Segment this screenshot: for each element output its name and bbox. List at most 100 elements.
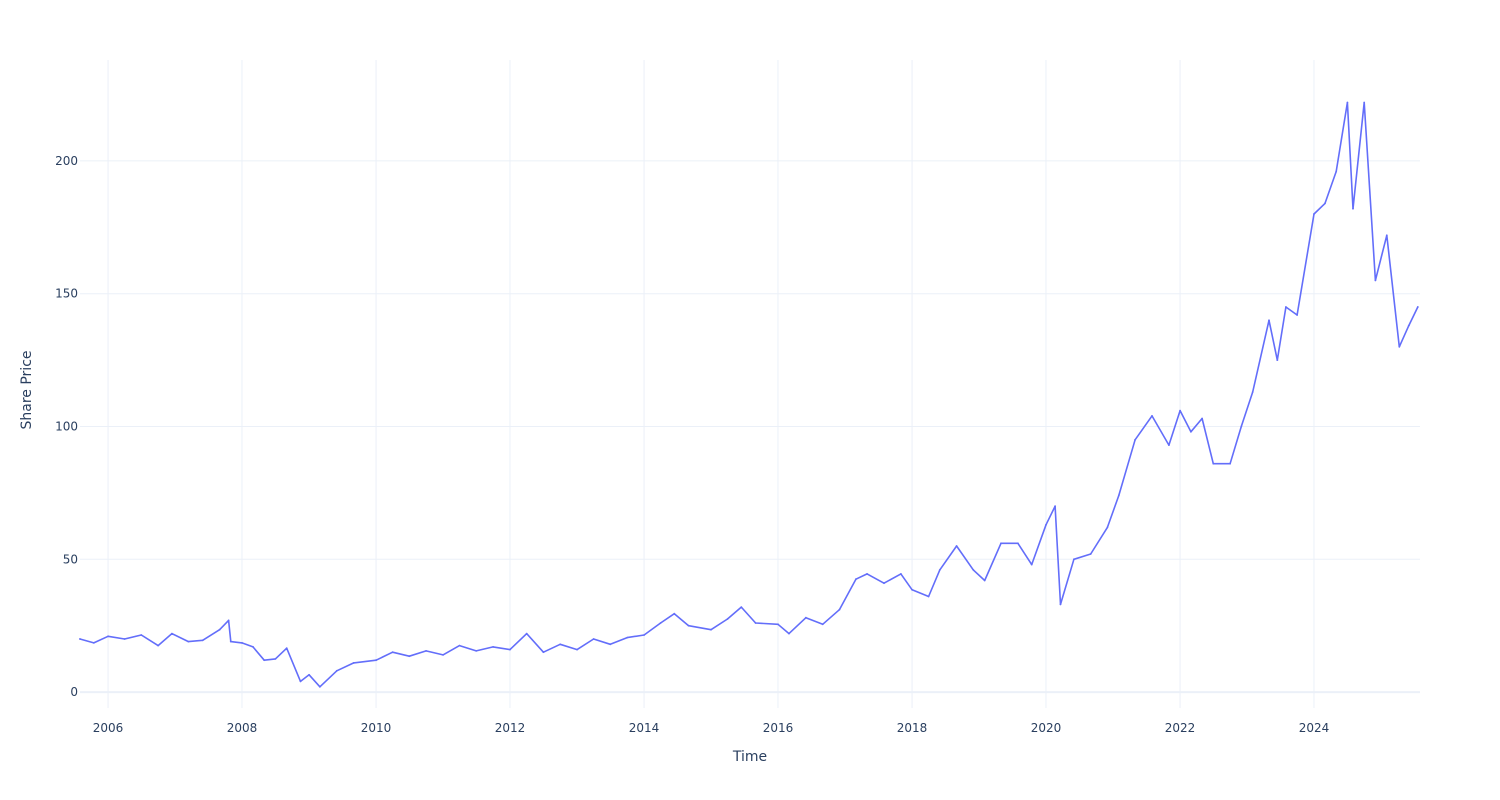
data-point <box>838 608 841 611</box>
data-point <box>157 644 160 647</box>
series-layer <box>79 101 1419 688</box>
data-point <box>319 685 321 688</box>
data-point <box>1335 170 1338 173</box>
data-point <box>201 639 204 642</box>
data-point <box>263 659 266 662</box>
x-tick-label: 2012 <box>495 721 526 735</box>
data-point <box>1106 526 1109 529</box>
data-point <box>1374 279 1377 282</box>
y-tick-labels: 0 50 100 150 200 <box>55 154 78 699</box>
data-point <box>285 647 288 650</box>
data-point <box>274 658 277 660</box>
data-point <box>900 573 902 575</box>
data-point <box>308 673 310 676</box>
data-point <box>866 573 868 575</box>
data-point <box>1168 444 1170 446</box>
x-tick-labels: 2006 2008 2010 2012 2014 2016 2018 2020 2022 2024 <box>93 721 1329 735</box>
data-point <box>1385 234 1388 237</box>
data-point <box>1117 494 1120 497</box>
data-point <box>609 643 612 646</box>
data-point <box>1251 391 1254 393</box>
data-point <box>726 618 729 620</box>
data-point <box>1398 345 1401 348</box>
data-point <box>883 582 885 585</box>
data-point <box>576 648 578 651</box>
data-point <box>673 612 676 615</box>
data-point <box>391 651 394 654</box>
y-tick-label: 0 <box>70 685 78 699</box>
data-point <box>123 638 126 640</box>
data-point <box>509 648 511 651</box>
x-tick-label: 2022 <box>1165 721 1196 735</box>
y-tick-label: 200 <box>55 154 78 168</box>
data-point <box>911 588 913 591</box>
data-point <box>299 680 302 683</box>
data-point <box>938 569 941 571</box>
x-tick-label: 2008 <box>227 721 258 735</box>
data-point <box>972 569 975 571</box>
data-point <box>252 646 254 648</box>
data-point <box>241 642 243 644</box>
data-point <box>107 635 109 638</box>
data-point <box>375 659 377 662</box>
data-point <box>983 579 986 582</box>
x-tick-label: 2018 <box>897 721 928 735</box>
y-gridlines <box>80 160 1420 694</box>
data-point <box>1151 415 1153 417</box>
data-point <box>1212 462 1215 465</box>
x-axis-title: Time <box>732 749 767 765</box>
data-point <box>1363 101 1366 104</box>
x-tick-label: 2016 <box>763 721 794 735</box>
data-point <box>475 650 478 652</box>
data-point <box>821 623 824 626</box>
data-point <box>1134 438 1136 441</box>
x-tick-label: 2020 <box>1031 721 1062 735</box>
data-point <box>740 606 743 608</box>
data-point <box>777 623 779 626</box>
data-point <box>592 638 595 640</box>
y-tick-label: 150 <box>55 287 78 301</box>
data-point <box>227 619 230 622</box>
data-point <box>1190 430 1192 433</box>
data-point <box>788 632 790 635</box>
data-point <box>492 646 494 648</box>
data-point <box>1179 409 1181 412</box>
data-point <box>687 624 690 627</box>
data-point <box>754 622 757 624</box>
data-point <box>79 638 81 640</box>
data-point <box>559 643 562 646</box>
data-point <box>442 654 444 656</box>
data-point <box>1285 306 1287 308</box>
data-point <box>1352 207 1354 210</box>
data-point <box>171 632 173 635</box>
data-point <box>1276 359 1279 361</box>
data-point <box>408 655 411 658</box>
data-point <box>1268 319 1270 322</box>
data-point <box>1045 523 1047 526</box>
data-point <box>458 644 461 647</box>
data-point <box>805 616 807 619</box>
x-gridlines <box>107 60 1315 708</box>
data-point <box>1089 553 1092 555</box>
data-point <box>1296 314 1298 316</box>
x-tick-label: 2024 <box>1299 721 1330 735</box>
data-point <box>335 669 338 672</box>
y-tick-label: 50 <box>63 552 78 566</box>
data-point <box>659 622 662 624</box>
y-tick-label: 100 <box>55 419 78 433</box>
data-point <box>425 650 427 652</box>
data-point <box>626 636 629 639</box>
x-tick-label: 2010 <box>361 721 392 735</box>
data-point <box>542 651 545 654</box>
data-point <box>140 634 143 636</box>
data-point <box>525 632 528 635</box>
x-tick-label: 2006 <box>93 721 124 735</box>
data-point <box>1059 603 1062 606</box>
data-point <box>1240 425 1243 428</box>
data-point <box>229 640 232 643</box>
data-point <box>710 628 712 631</box>
data-point <box>1017 542 1019 545</box>
data-point <box>1229 462 1231 465</box>
